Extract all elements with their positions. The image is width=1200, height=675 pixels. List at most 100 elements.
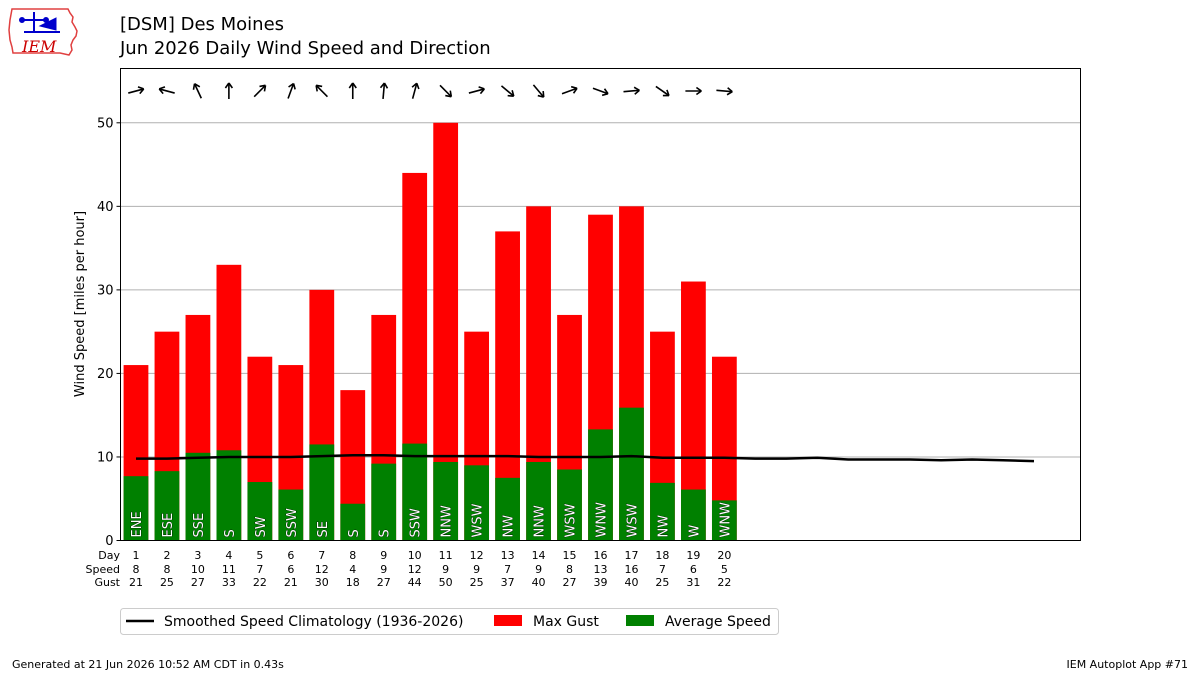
arrow-shaft	[382, 82, 386, 100]
direction-label: NW	[656, 515, 671, 538]
arrow-head	[379, 82, 389, 89]
arrow-shaft	[623, 89, 640, 93]
table-day: 20	[717, 549, 731, 562]
wind-arrow-icon	[224, 82, 234, 99]
table-speed: 6	[690, 563, 697, 576]
arrow-shaft	[561, 87, 578, 95]
wind-arrow-icon	[439, 84, 453, 98]
table-speed: 6	[287, 563, 294, 576]
table-gust: 33	[222, 576, 236, 589]
arrow-shaft	[287, 83, 295, 99]
table-gust: 30	[315, 576, 329, 589]
direction-label: WSW	[564, 503, 579, 537]
arrow-shaft	[532, 84, 545, 98]
avg-speed-bar	[247, 482, 273, 541]
y-tick-label: 50	[97, 116, 114, 131]
wind-arrow-icon	[655, 85, 670, 97]
y-tick-label: 0	[105, 534, 113, 549]
wind-arrows	[128, 82, 733, 100]
table-gust: 21	[129, 576, 143, 589]
table-day: 15	[563, 549, 577, 562]
table-day: 4	[225, 549, 232, 562]
table-gust: 25	[655, 576, 669, 589]
avg-speed-bar	[619, 407, 644, 541]
table-speed: 9	[442, 563, 449, 576]
arrow-shaft	[716, 89, 733, 93]
weather-station-icon	[19, 12, 60, 33]
arrow-shaft	[592, 87, 609, 95]
legend-box	[120, 608, 779, 635]
wind-arrow-icon	[685, 86, 702, 96]
avg-speed-bar	[278, 489, 304, 541]
table-gust: 31	[686, 576, 700, 589]
table-day: 16	[594, 549, 608, 562]
table-gust: 40	[624, 576, 638, 589]
avg-speed-bar	[711, 500, 737, 541]
arrow-head	[445, 90, 453, 98]
avg-speed-bar	[402, 443, 428, 541]
avg-speed-bar	[216, 450, 242, 541]
table-speed: 9	[380, 563, 387, 576]
plot-frame-border	[120, 68, 1081, 541]
table-gust: 25	[160, 576, 174, 589]
table-speed: 7	[504, 563, 511, 576]
logo-text: IEM	[21, 37, 57, 56]
wind-arrow-icon	[561, 85, 578, 95]
wind-arrow-icon	[716, 87, 733, 96]
table-speed: 9	[473, 563, 480, 576]
table-gust: 44	[408, 576, 422, 589]
bars	[123, 122, 737, 541]
arrow-head	[288, 82, 296, 90]
table-day: 11	[439, 549, 453, 562]
arrow-head	[507, 90, 515, 97]
avg-speed-bar	[464, 465, 490, 541]
legend: Smoothed Speed Climatology (1936-2026) M…	[120, 608, 779, 635]
direction-labels: ENE ESE SSE S SW SSW SE S S SSW NNW WSW NW NNW WSW WNW W…	[130, 502, 734, 538]
table-gust: 22	[253, 576, 267, 589]
footer-app: IEM Autoplot App #71	[1067, 658, 1189, 671]
wind-arrow-icon	[592, 87, 609, 97]
arrow-shaft	[128, 88, 144, 94]
y-tick-label: 30	[97, 283, 114, 298]
table-gust: 27	[191, 576, 205, 589]
table-day: 8	[349, 549, 356, 562]
avg-speed-bar	[185, 452, 211, 541]
arrow-head	[224, 82, 234, 89]
table-speed: 11	[222, 563, 236, 576]
avg-speed-bar	[123, 476, 149, 541]
arrow-head	[478, 86, 485, 95]
arrow-shaft	[193, 83, 203, 99]
arrow-shaft	[655, 85, 670, 97]
wind-arrow-icon	[315, 84, 329, 98]
table-gust: 40	[532, 576, 546, 589]
avg-speed-bar	[681, 489, 706, 541]
avg-speed-bar	[433, 461, 459, 541]
data-table: 1821282531027411335722662171230841899271…	[129, 549, 731, 589]
direction-label: SW	[254, 516, 269, 537]
wind-arrow-icon	[253, 84, 267, 98]
table-day: 14	[532, 549, 546, 562]
direction-label: WSW	[625, 503, 640, 537]
table-day: 12	[470, 549, 484, 562]
arrow-head	[537, 90, 545, 98]
arrow-head	[348, 82, 357, 89]
arrow-head	[570, 85, 578, 94]
wind-arrow-icon	[158, 86, 175, 95]
row-label-gust: Gust	[94, 576, 120, 589]
table-gust: 27	[563, 576, 577, 589]
climatology-line	[136, 454, 1035, 463]
arrow-head	[259, 84, 267, 92]
table-day: 2	[163, 549, 170, 562]
wind-arrow-icon	[192, 83, 203, 99]
table-gust: 18	[346, 576, 360, 589]
arrow-shaft	[411, 83, 418, 99]
direction-label: S	[347, 529, 362, 537]
direction-label: NNW	[440, 505, 455, 537]
legend-gust-label: Max Gust	[533, 614, 599, 630]
y-tick-label: 20	[97, 367, 114, 382]
table-gust: 27	[377, 576, 391, 589]
table-speed: 5	[721, 563, 728, 576]
table-speed: 4	[349, 563, 356, 576]
direction-label: S	[223, 529, 238, 537]
